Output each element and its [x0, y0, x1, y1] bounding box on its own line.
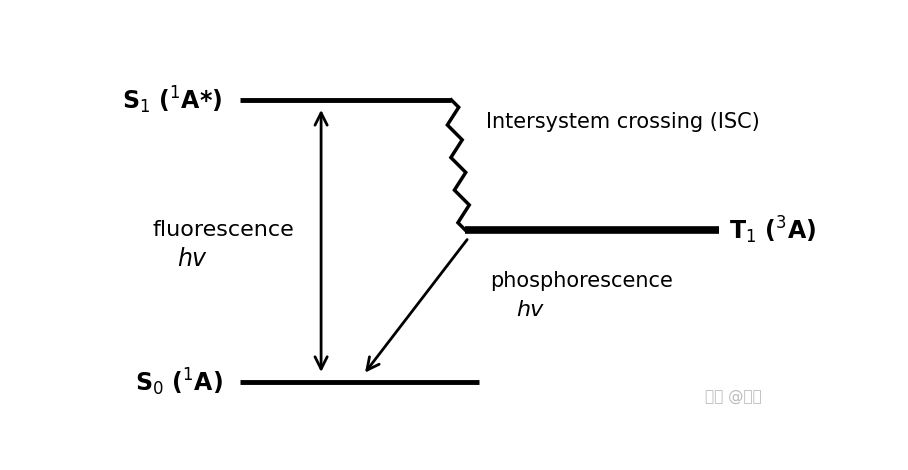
- Text: hv: hv: [516, 300, 543, 320]
- Text: S$_0$ ($^1$A): S$_0$ ($^1$A): [134, 367, 222, 398]
- Text: hv: hv: [177, 247, 206, 271]
- Text: 知乎 @爱晓: 知乎 @爱晓: [705, 389, 762, 404]
- Text: T$_1$ ($^3$A): T$_1$ ($^3$A): [729, 214, 816, 246]
- Text: S$_1$ ($^1$A*): S$_1$ ($^1$A*): [123, 84, 222, 116]
- Text: fluorescence: fluorescence: [153, 220, 294, 240]
- Text: Intersystem crossing (ISC): Intersystem crossing (ISC): [487, 111, 760, 132]
- Text: phosphorescence: phosphorescence: [490, 271, 673, 291]
